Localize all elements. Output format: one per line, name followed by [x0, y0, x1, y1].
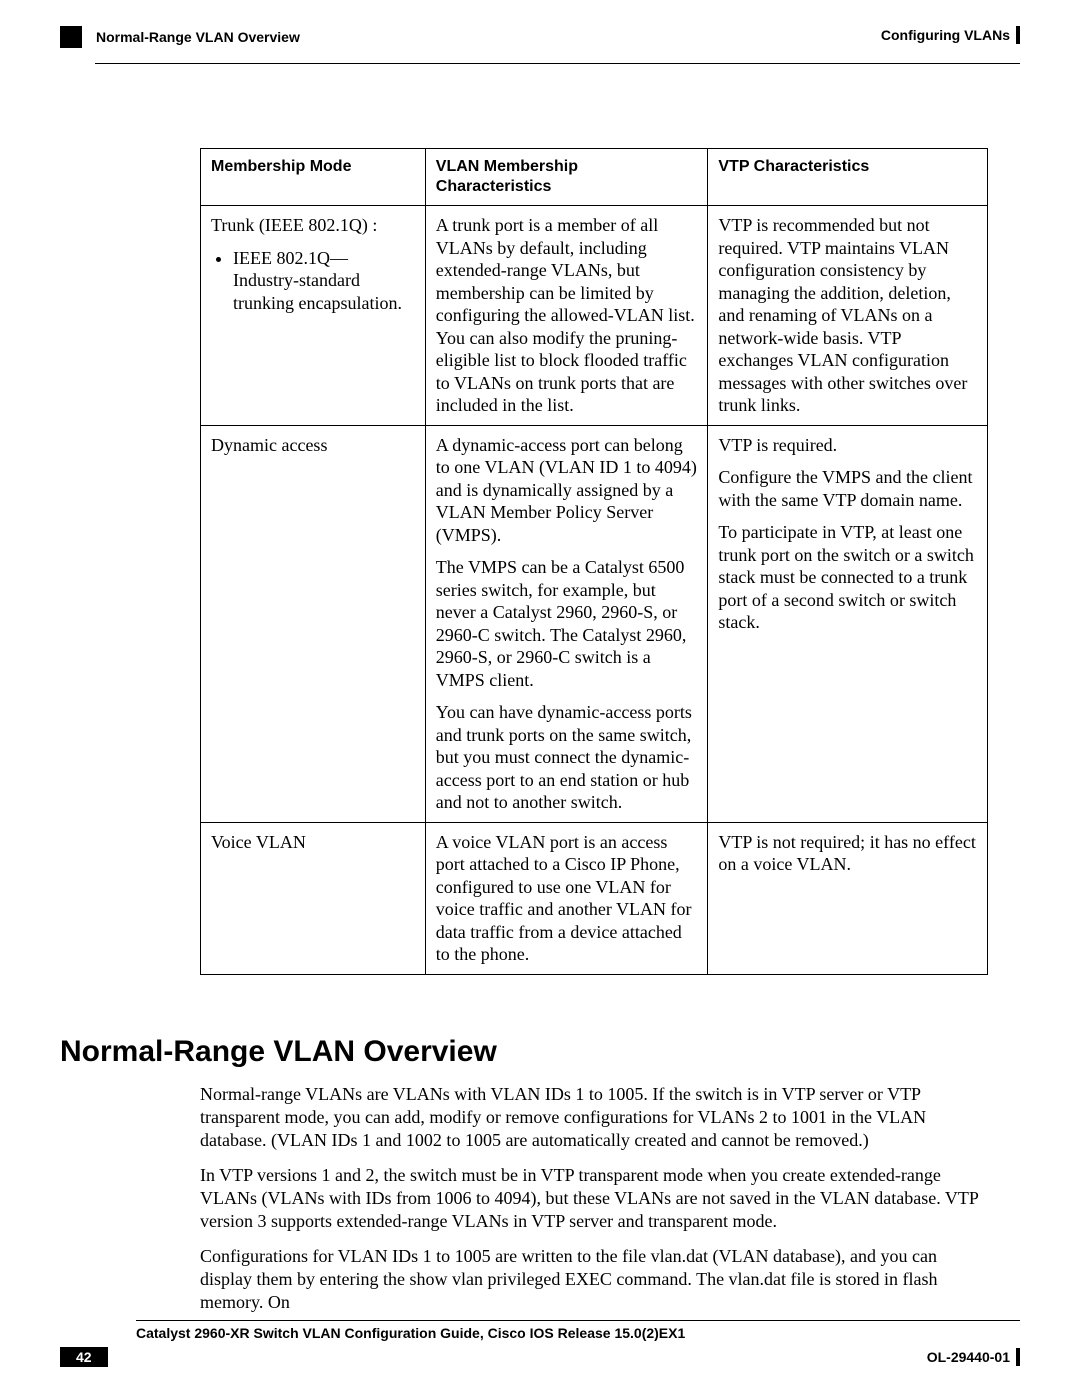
vtp-para: VTP is required.	[718, 434, 977, 457]
table-row: Dynamic access A dynamic-access port can…	[201, 425, 988, 822]
mode-title: Dynamic access	[211, 434, 415, 457]
cell-characteristics: A voice VLAN port is an access port atta…	[425, 822, 708, 974]
cell-vtp: VTP is required. Configure the VMPS and …	[708, 425, 988, 822]
cell-mode: Voice VLAN	[201, 822, 426, 974]
page-number: 42	[60, 1347, 108, 1367]
cell-mode: Dynamic access	[201, 425, 426, 822]
header-right: Configuring VLANs	[881, 26, 1020, 44]
footer-book-title: Catalyst 2960-XR Switch VLAN Configurati…	[136, 1325, 1020, 1341]
header-chapter-label: Configuring VLANs	[881, 27, 1010, 43]
table-row: Voice VLAN A voice VLAN port is an acces…	[201, 822, 988, 974]
char-para: You can have dynamic-access ports and tr…	[436, 701, 698, 814]
mode-title: Trunk (IEEE 802.1Q) :	[211, 214, 415, 237]
cell-characteristics: A dynamic-access port can belong to one …	[425, 425, 708, 822]
vtp-para: To participate in VTP, at least one trun…	[718, 521, 977, 634]
cell-vtp: VTP is recommended but not required. VTP…	[708, 206, 988, 426]
section-heading: Normal-Range VLAN Overview	[60, 1035, 1020, 1069]
footer-row: 42 OL-29440-01	[60, 1347, 1020, 1367]
char-para: A trunk port is a member of all VLANs by…	[436, 214, 698, 417]
body-para: Normal-range VLANs are VLANs with VLAN I…	[200, 1083, 990, 1152]
table-header-mode: Membership Mode	[201, 149, 426, 206]
header-section-label: Normal-Range VLAN Overview	[96, 29, 300, 45]
char-para: A voice VLAN port is an access port atta…	[436, 831, 698, 966]
page-root: Normal-Range VLAN Overview Configuring V…	[0, 0, 1080, 1397]
table-header-vtp: VTP Characteristics	[708, 149, 988, 206]
running-header: Normal-Range VLAN Overview Configuring V…	[60, 26, 1020, 48]
vtp-para: Configure the VMPS and the client with t…	[718, 466, 977, 511]
cell-mode: Trunk (IEEE 802.1Q) : IEEE 802.1Q— Indus…	[201, 206, 426, 426]
section-body: Normal-range VLANs are VLANs with VLAN I…	[200, 1083, 990, 1314]
cell-characteristics: A trunk port is a member of all VLANs by…	[425, 206, 708, 426]
table-header-characteristics: VLAN Membership Characteristics	[425, 149, 708, 206]
header-left: Normal-Range VLAN Overview	[60, 26, 300, 48]
vtp-para: VTP is recommended but not required. VTP…	[718, 214, 977, 417]
mode-title: Voice VLAN	[211, 831, 415, 854]
page-footer: Catalyst 2960-XR Switch VLAN Configurati…	[60, 1320, 1020, 1367]
table-header-row: Membership Mode VLAN Membership Characte…	[201, 149, 988, 206]
footer-rule	[136, 1320, 1020, 1321]
char-para: A dynamic-access port can belong to one …	[436, 434, 698, 547]
header-marker-icon	[60, 26, 82, 48]
table-row: Trunk (IEEE 802.1Q) : IEEE 802.1Q— Indus…	[201, 206, 988, 426]
body-para: In VTP versions 1 and 2, the switch must…	[200, 1164, 990, 1233]
header-rule	[95, 63, 1020, 64]
body-para: Configurations for VLAN IDs 1 to 1005 ar…	[200, 1245, 990, 1314]
vtp-para: VTP is not required; it has no effect on…	[718, 831, 977, 876]
mode-bullet: IEEE 802.1Q— Industry-standard trunking …	[233, 247, 415, 315]
mode-bullet-list: IEEE 802.1Q— Industry-standard trunking …	[211, 247, 415, 315]
membership-table-wrap: Membership Mode VLAN Membership Characte…	[200, 148, 988, 975]
footer-doc-id: OL-29440-01	[927, 1348, 1020, 1366]
char-para: The VMPS can be a Catalyst 6500 series s…	[436, 556, 698, 691]
cell-vtp: VTP is not required; it has no effect on…	[708, 822, 988, 974]
membership-table: Membership Mode VLAN Membership Characte…	[200, 148, 988, 975]
doc-id-text: OL-29440-01	[927, 1349, 1010, 1365]
header-edge-marker-icon	[1016, 26, 1020, 44]
footer-edge-marker-icon	[1016, 1348, 1020, 1366]
